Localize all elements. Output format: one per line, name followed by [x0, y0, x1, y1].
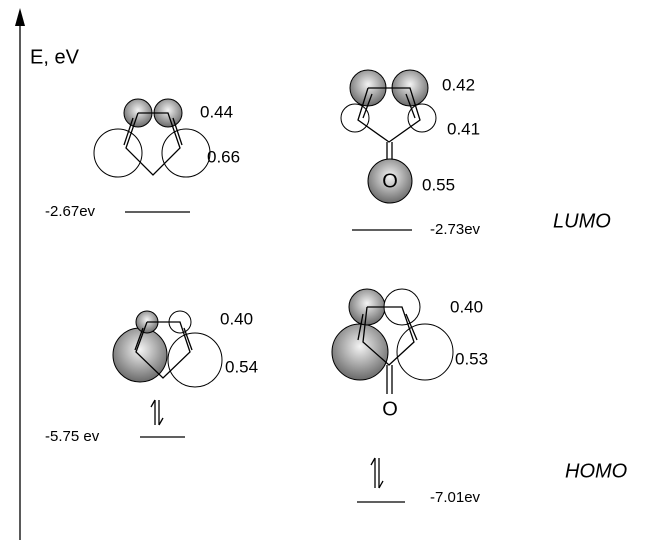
orbital-label: HOMO	[565, 460, 627, 482]
cpo-homo	[332, 289, 453, 394]
coefficient: 0.42	[442, 75, 475, 94]
electron-pair	[151, 400, 163, 425]
electron-pair	[371, 458, 383, 488]
oxygen-label: O	[382, 398, 398, 420]
energy-label: -7.01ev	[430, 489, 481, 506]
coefficient: 0.66	[207, 147, 240, 166]
coefficient: 0.41	[447, 119, 480, 138]
cp-homo	[113, 311, 222, 387]
oxygen-label: O	[382, 170, 398, 192]
axis-label: E, eV	[30, 46, 80, 68]
coefficient: 0.44	[200, 102, 233, 121]
axis-arrow	[15, 8, 25, 26]
energy-label: -5.75 ev	[45, 428, 100, 445]
orbital-label: LUMO	[553, 210, 611, 232]
coefficient: 0.53	[455, 349, 488, 368]
diagram: E, eV 0.44 0.66 -2.67ev O 0.42 0.41 0.55…	[0, 0, 648, 544]
energy-label: -2.67ev	[45, 203, 96, 220]
cp-lumo	[94, 99, 210, 177]
energy-label: -2.73ev	[430, 221, 481, 238]
coefficient: 0.54	[225, 357, 258, 376]
coefficient: 0.40	[220, 309, 253, 328]
coefficient: 0.40	[450, 297, 483, 316]
coefficient: 0.55	[422, 175, 455, 194]
